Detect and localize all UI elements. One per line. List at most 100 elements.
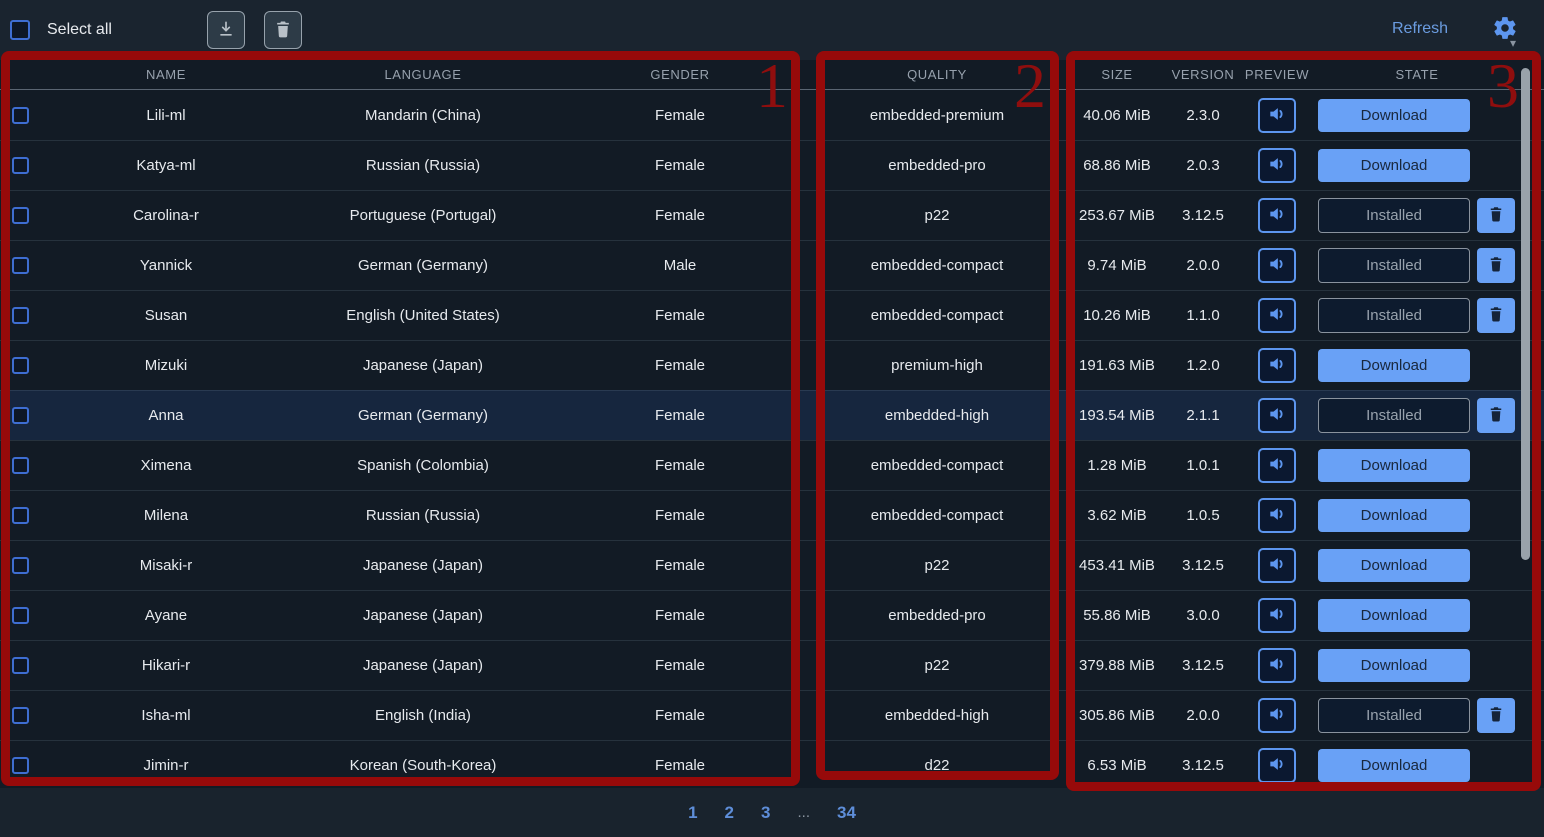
preview-button[interactable] — [1258, 498, 1296, 533]
row-checkbox[interactable] — [12, 257, 29, 274]
chevron-down-icon: ▾ — [1510, 36, 1517, 50]
voice-version: 1.0.5 — [1186, 507, 1220, 524]
page-link-3[interactable]: 3 — [761, 802, 771, 822]
row-checkbox[interactable] — [12, 507, 29, 524]
voice-gender: Female — [654, 357, 706, 374]
row-checkbox[interactable] — [12, 607, 29, 624]
voice-gender: Female — [654, 407, 706, 424]
select-all-control[interactable]: Select all — [10, 20, 112, 40]
voice-size: 305.86 MiB — [1079, 707, 1155, 724]
delete-button[interactable] — [1477, 248, 1515, 283]
voice-size: 6.53 MiB — [1087, 757, 1147, 774]
download-button[interactable]: Download — [1318, 349, 1470, 382]
trash-icon — [273, 19, 293, 42]
voice-size: 193.54 MiB — [1079, 407, 1155, 424]
download-button[interactable]: Download — [1318, 98, 1470, 132]
preview-button[interactable] — [1258, 148, 1296, 183]
speaker-icon — [1267, 504, 1287, 527]
voice-name: Isha-ml — [141, 707, 191, 724]
download-button[interactable]: Download — [1318, 749, 1470, 782]
voice-gender: Female — [654, 557, 706, 574]
voice-gender: Male — [663, 257, 697, 274]
voice-name: Katya-ml — [136, 157, 196, 174]
download-button[interactable]: Download — [1318, 499, 1470, 532]
voice-version: 3.12.5 — [1182, 207, 1224, 224]
voice-gender: Female — [654, 657, 706, 674]
row-checkbox[interactable] — [12, 657, 29, 674]
row-checkbox[interactable] — [12, 357, 29, 374]
voice-size: 3.62 MiB — [1087, 507, 1147, 524]
voice-quality: p22 — [924, 207, 950, 224]
voice-name: Carolina-r — [133, 207, 199, 224]
preview-button[interactable] — [1258, 748, 1296, 783]
download-button[interactable]: Download — [1318, 449, 1470, 482]
voice-quality: embedded-compact — [870, 307, 1004, 324]
voice-language: English (United States) — [346, 307, 500, 324]
preview-button[interactable] — [1258, 698, 1296, 733]
row-checkbox[interactable] — [12, 106, 29, 124]
row-checkbox[interactable] — [12, 307, 29, 324]
trash-icon — [1487, 205, 1505, 226]
preview-button[interactable] — [1258, 548, 1296, 583]
delete-button[interactable] — [1477, 198, 1515, 233]
voice-size: 253.67 MiB — [1079, 207, 1155, 224]
page-link-34[interactable]: 34 — [837, 802, 856, 822]
preview-button[interactable] — [1258, 598, 1296, 633]
table-row: Misaki-r Japanese (Japan) Female p22 453… — [0, 540, 1544, 590]
column-header-version: VERSION — [1171, 67, 1235, 82]
preview-button[interactable] — [1258, 248, 1296, 283]
vertical-scrollbar[interactable] — [1521, 68, 1530, 560]
voice-quality: p22 — [924, 657, 950, 674]
page-link-1[interactable]: 1 — [688, 802, 698, 822]
download-button[interactable]: Download — [1318, 599, 1470, 632]
row-checkbox[interactable] — [12, 407, 29, 424]
batch-download-button[interactable] — [207, 11, 245, 49]
delete-button[interactable] — [1477, 398, 1515, 433]
preview-button[interactable] — [1258, 648, 1296, 683]
preview-button[interactable] — [1258, 298, 1296, 333]
refresh-link[interactable]: Refresh — [1392, 20, 1449, 37]
table-row: Lili-ml Mandarin (China) Female embedded… — [0, 90, 1544, 140]
download-button[interactable]: Download — [1318, 149, 1470, 182]
table-row: Hikari-r Japanese (Japan) Female p22 379… — [0, 640, 1544, 690]
voice-name: Ayane — [144, 607, 188, 624]
select-all-checkbox[interactable] — [10, 20, 30, 40]
delete-button[interactable] — [1477, 298, 1515, 333]
preview-button[interactable] — [1258, 348, 1296, 383]
row-checkbox[interactable] — [12, 157, 29, 174]
voice-language: Portuguese (Portugal) — [349, 207, 497, 224]
trash-icon — [1487, 305, 1505, 326]
row-checkbox[interactable] — [12, 457, 29, 474]
voice-version: 1.1.0 — [1186, 307, 1220, 324]
installed-button: Installed — [1318, 398, 1470, 433]
column-header-gender: GENDER — [650, 67, 710, 82]
speaker-icon — [1267, 354, 1287, 377]
preview-button[interactable] — [1258, 97, 1296, 133]
table-body: Lili-ml Mandarin (China) Female embedded… — [0, 90, 1544, 790]
voice-gender: Female — [654, 106, 706, 124]
voice-size: 191.63 MiB — [1079, 357, 1155, 374]
row-checkbox[interactable] — [12, 557, 29, 574]
batch-delete-button[interactable] — [264, 11, 302, 49]
voice-name: Anna — [148, 407, 184, 424]
row-checkbox[interactable] — [12, 207, 29, 224]
download-button[interactable]: Download — [1318, 649, 1470, 682]
voice-size: 55.86 MiB — [1083, 607, 1151, 624]
table-row: Ayane Japanese (Japan) Female embedded-p… — [0, 590, 1544, 640]
table-row: Isha-ml English (India) Female embedded-… — [0, 690, 1544, 740]
page-link-2[interactable]: 2 — [724, 802, 735, 822]
voice-gender: Female — [654, 507, 706, 524]
preview-button[interactable] — [1258, 448, 1296, 483]
preview-button[interactable] — [1258, 198, 1296, 233]
row-checkbox[interactable] — [12, 757, 29, 774]
voice-quality: embedded-compact — [870, 457, 1004, 474]
voice-language: Japanese (Japan) — [362, 557, 484, 574]
preview-button[interactable] — [1258, 398, 1296, 433]
gear-icon — [1492, 17, 1518, 45]
row-checkbox[interactable] — [12, 707, 29, 724]
download-button[interactable]: Download — [1318, 549, 1470, 582]
settings-button[interactable] — [1492, 15, 1522, 45]
delete-button[interactable] — [1477, 698, 1515, 733]
voice-quality: p22 — [924, 557, 950, 574]
download-icon — [216, 19, 236, 42]
